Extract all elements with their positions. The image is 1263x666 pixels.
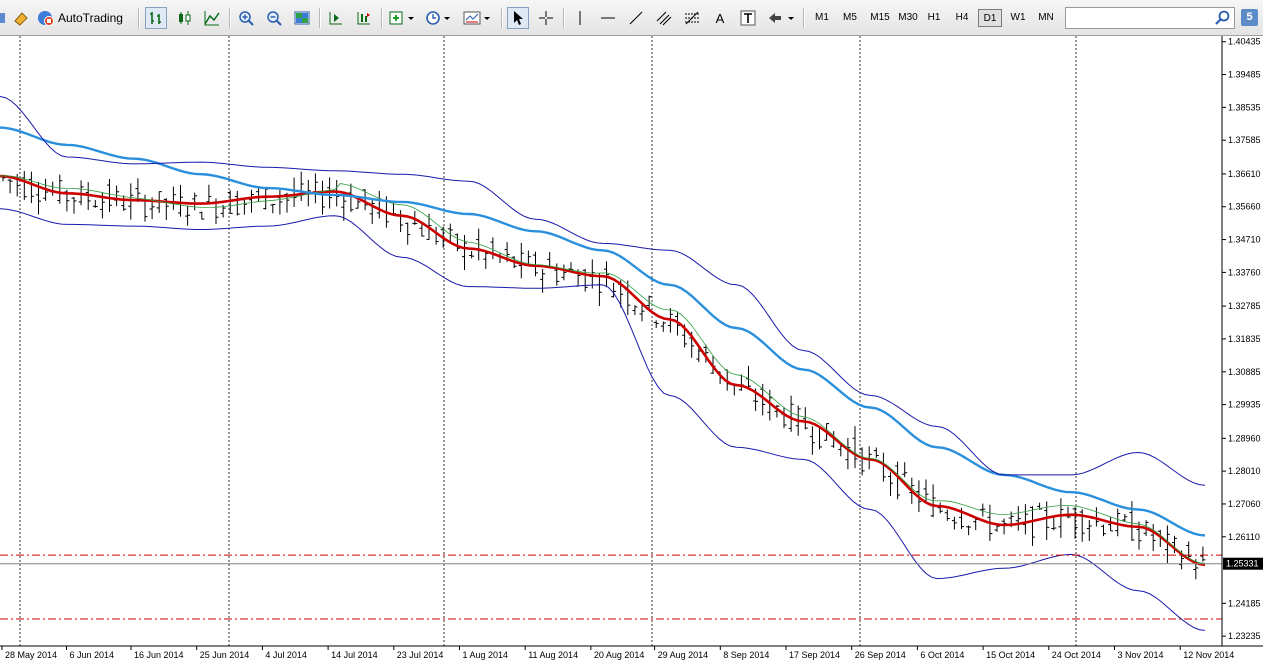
price-tick-label: 1.37585	[1228, 135, 1261, 145]
horizontal-line-tool[interactable]	[597, 7, 619, 29]
time-tick-label: 12 Nov 2014	[1183, 650, 1234, 660]
price-tick-label: 1.33760	[1228, 267, 1261, 277]
arrows-dropdown[interactable]	[765, 7, 797, 29]
autotrading-icon	[38, 11, 54, 26]
text-tool-label: A	[715, 10, 725, 26]
notification-badge[interactable]: 5	[1241, 9, 1258, 26]
time-tick-label: 25 Jun 2014	[200, 650, 250, 660]
series-bollinger-lower	[0, 208, 1206, 631]
time-tick-label: 8 Sep 2014	[723, 650, 769, 660]
tile-windows-icon[interactable]	[291, 7, 313, 29]
price-tick-label: 1.27060	[1228, 499, 1261, 509]
timeframe-m1[interactable]: M1	[815, 12, 829, 23]
indicators-dropdown[interactable]	[387, 7, 417, 29]
price-tick-label: 1.40435	[1228, 37, 1261, 47]
time-tick-label: 26 Sep 2014	[855, 650, 906, 660]
price-axis: 1.40435 1.39485 1.38535 1.37585 1.36610 1.356…	[1222, 37, 1263, 641]
price-tick-label: 1.26110	[1228, 532, 1260, 542]
time-tick-label: 15 Oct 2014	[986, 650, 1035, 660]
time-tick-label: 29 Aug 2014	[658, 650, 709, 660]
timeframe-m5[interactable]: M5	[843, 12, 857, 23]
price-chart[interactable]: 1.40435 1.39485 1.38535 1.37585 1.36610 1.356…	[0, 36, 1263, 666]
vertical-grid	[19, 36, 1077, 646]
time-tick-label: 6 Oct 2014	[920, 650, 964, 660]
chevron-down-icon	[408, 17, 414, 20]
indicator-lines	[0, 96, 1206, 631]
time-tick-label: 14 Jul 2014	[331, 650, 378, 660]
series-bollinger-upper	[0, 96, 1206, 486]
time-tick-label: 17 Sep 2014	[789, 650, 840, 660]
price-tick-label: 1.39485	[1228, 70, 1261, 80]
cursor-tool[interactable]	[507, 7, 529, 29]
templates-dropdown[interactable]	[461, 7, 493, 29]
timeframe-m15[interactable]: M15	[870, 12, 890, 23]
zoom-in-icon[interactable]	[235, 7, 257, 29]
price-tick-label: 1.32785	[1228, 301, 1261, 311]
time-tick-label: 24 Oct 2014	[1052, 650, 1101, 660]
toolbar: AutoTrading	[0, 0, 1263, 36]
price-tick-label: 1.24185	[1228, 598, 1261, 608]
autotrading-button[interactable]: AutoTrading	[36, 7, 130, 29]
timeframe-mn[interactable]: MN	[1038, 12, 1054, 23]
time-tick-label: 1 Aug 2014	[463, 650, 509, 660]
fibonacci-tool[interactable]	[681, 7, 703, 29]
toolbar-partial-icon[interactable]	[0, 7, 6, 29]
equidistant-channel-tool[interactable]	[653, 7, 675, 29]
price-tick-label: 1.23235	[1228, 631, 1261, 641]
crosshair-tool[interactable]	[535, 7, 557, 29]
time-tick-label: 11 Aug 2014	[528, 650, 578, 660]
trendline-tool[interactable]	[625, 7, 647, 29]
search-input[interactable]	[1065, 7, 1235, 29]
candlestick-button[interactable]	[173, 7, 195, 29]
text-tool[interactable]: A	[709, 7, 731, 29]
timeframe-h1[interactable]: H1	[927, 12, 941, 23]
periods-dropdown[interactable]	[423, 7, 453, 29]
time-tick-label: 3 Nov 2014	[1118, 650, 1164, 660]
price-tick-label: 1.29935	[1228, 400, 1261, 410]
timeframe-h4[interactable]: H4	[955, 12, 969, 23]
market-watch-icon[interactable]	[11, 7, 31, 29]
price-tick-label: 1.35660	[1228, 202, 1261, 212]
vertical-line-tool[interactable]	[569, 7, 591, 29]
current-price-label: 1.25331	[1226, 559, 1259, 569]
horizontal-levels	[0, 554, 1222, 620]
series-ema-green	[0, 175, 1206, 564]
price-bars	[0, 170, 1206, 580]
time-tick-label: 23 Jul 2014	[397, 650, 444, 660]
text-label-tool[interactable]	[737, 7, 759, 29]
time-tick-label: 4 Jul 2014	[265, 650, 307, 660]
autotrading-label: AutoTrading	[58, 11, 123, 25]
time-axis: 28 May 2014 6 Jun 2014 16 Jun 2014 25 Jun 2…	[1, 646, 1234, 660]
price-tick-label: 1.28010	[1228, 466, 1261, 476]
price-tick-label: 1.34710	[1228, 235, 1261, 245]
price-tick-label: 1.31835	[1228, 334, 1261, 344]
timeframe-w1[interactable]: W1	[1010, 12, 1026, 23]
timeframe-m30[interactable]: M30	[898, 12, 918, 23]
price-tick-label: 1.38535	[1228, 102, 1261, 112]
price-tick-label: 1.36610	[1228, 169, 1261, 179]
line-chart-button[interactable]	[201, 7, 223, 29]
timeframe-d1[interactable]: D1	[978, 9, 1002, 27]
zoom-out-icon[interactable]	[263, 7, 285, 29]
time-tick-label: 28 May 2014	[5, 650, 57, 660]
price-tick-label: 1.28960	[1228, 433, 1261, 443]
autoscroll-icon[interactable]	[353, 7, 375, 29]
time-tick-label: 20 Aug 2014	[594, 650, 645, 660]
chart-shift-icon[interactable]	[325, 7, 347, 29]
bar-chart-button[interactable]	[145, 7, 167, 29]
price-tick-label: 1.30885	[1228, 367, 1261, 377]
time-tick-label: 16 Jun 2014	[134, 650, 184, 660]
series-ema-red	[0, 174, 1206, 567]
time-tick-label: 6 Jun 2014	[70, 650, 115, 660]
current-price-tag	[1223, 557, 1263, 570]
search-icon[interactable]	[1214, 9, 1232, 27]
